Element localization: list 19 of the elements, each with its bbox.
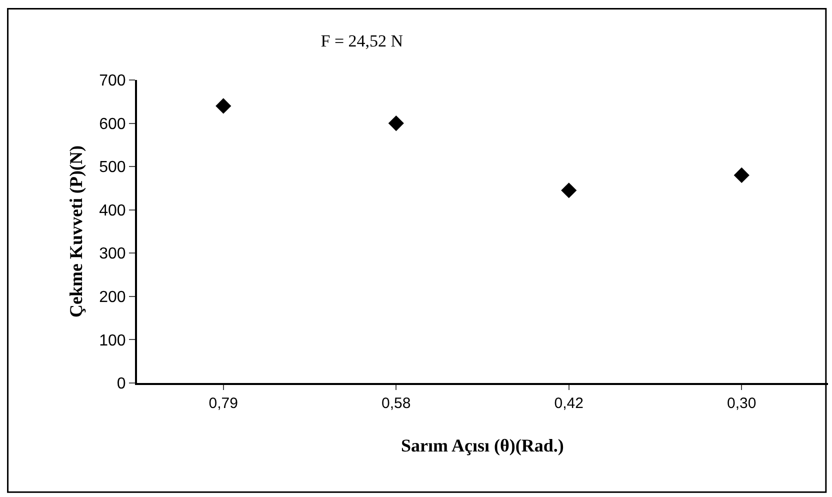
- point: [216, 98, 232, 114]
- point: [388, 115, 404, 132]
- x-tick-label: 0,79: [208, 395, 238, 412]
- y-tick-label: 100: [99, 332, 126, 350]
- x-tick-label: 0,30: [727, 395, 756, 412]
- y-tick-label: 500: [99, 159, 126, 176]
- y-tick-label: 600: [99, 116, 126, 133]
- y-tick-label: 700: [99, 72, 126, 90]
- y-tick-label: 400: [99, 202, 126, 220]
- y-axis-title: Çekme Kuvveti (P)(N): [66, 146, 86, 318]
- y-tick-label: 200: [99, 289, 126, 306]
- x-tick-label: 0,42: [554, 395, 584, 412]
- x-tick-label: 0,58: [382, 395, 411, 412]
- x-axis-title: Sarım Açısı (θ)(Rad.): [401, 436, 564, 456]
- y-tick-label: 300: [99, 246, 126, 263]
- chart-title: F = 24,52 N: [320, 32, 404, 51]
- point: [734, 167, 750, 184]
- point: [561, 182, 577, 198]
- y-tick-label: 0: [116, 376, 126, 393]
